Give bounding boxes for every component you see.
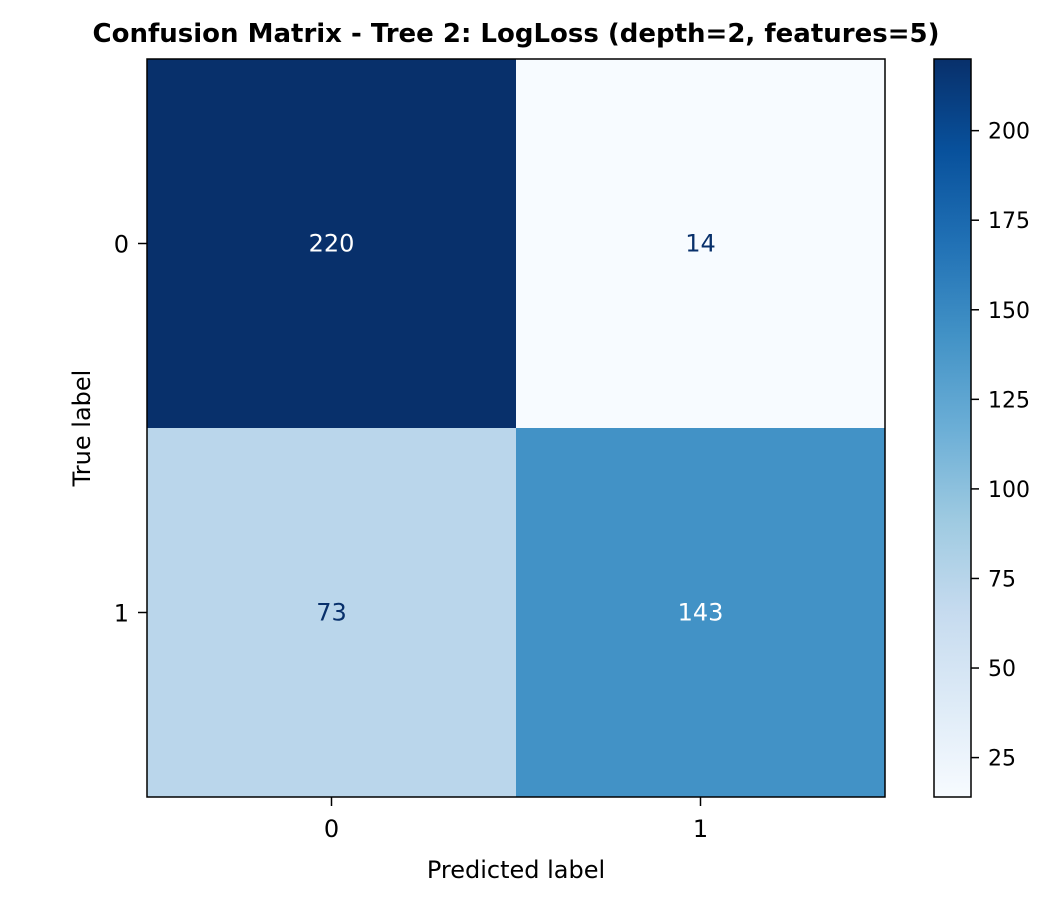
colorbar: [933, 58, 972, 798]
y-tick-label: 0: [114, 231, 129, 259]
heatmap-cells: 220 14 73 143: [147, 59, 885, 797]
x-tick-label: 0: [324, 815, 339, 843]
y-axis-ticks: 01: [114, 231, 147, 628]
colorbar-tick-label: 175: [988, 209, 1030, 234]
colorbar-tick-label: 150: [988, 299, 1030, 324]
plot-frame: [146, 58, 886, 798]
cell-value-label: 73: [316, 599, 347, 627]
colorbar-tick-label: 200: [988, 120, 1030, 145]
cell-value-label: 220: [309, 230, 355, 258]
cell-value-label: 143: [678, 599, 724, 627]
cell-value-label: 14: [685, 230, 716, 258]
y-tick-label: 1: [114, 600, 129, 628]
colorbar-tick-label: 100: [988, 478, 1030, 503]
x-tick-label: 1: [693, 815, 708, 843]
heatmap-cell: [147, 428, 516, 797]
colorbar-tick-label: 125: [988, 388, 1030, 413]
heatmap-cell: [516, 59, 885, 428]
chart-title: Confusion Matrix - Tree 2: LogLoss (dept…: [93, 19, 940, 49]
colorbar-tick-label: 50: [988, 657, 1016, 682]
heatmap-cell: [147, 59, 516, 428]
x-axis-label: Predicted label: [427, 856, 605, 884]
y-axis-label: True label: [68, 370, 96, 488]
colorbar-ticks: 25 50 75 100 125 150 175 200: [971, 120, 1030, 772]
colorbar-tick-label: 75: [988, 567, 1016, 592]
colorbar-tick-label: 25: [988, 747, 1016, 772]
heatmap-cell: [516, 428, 885, 797]
